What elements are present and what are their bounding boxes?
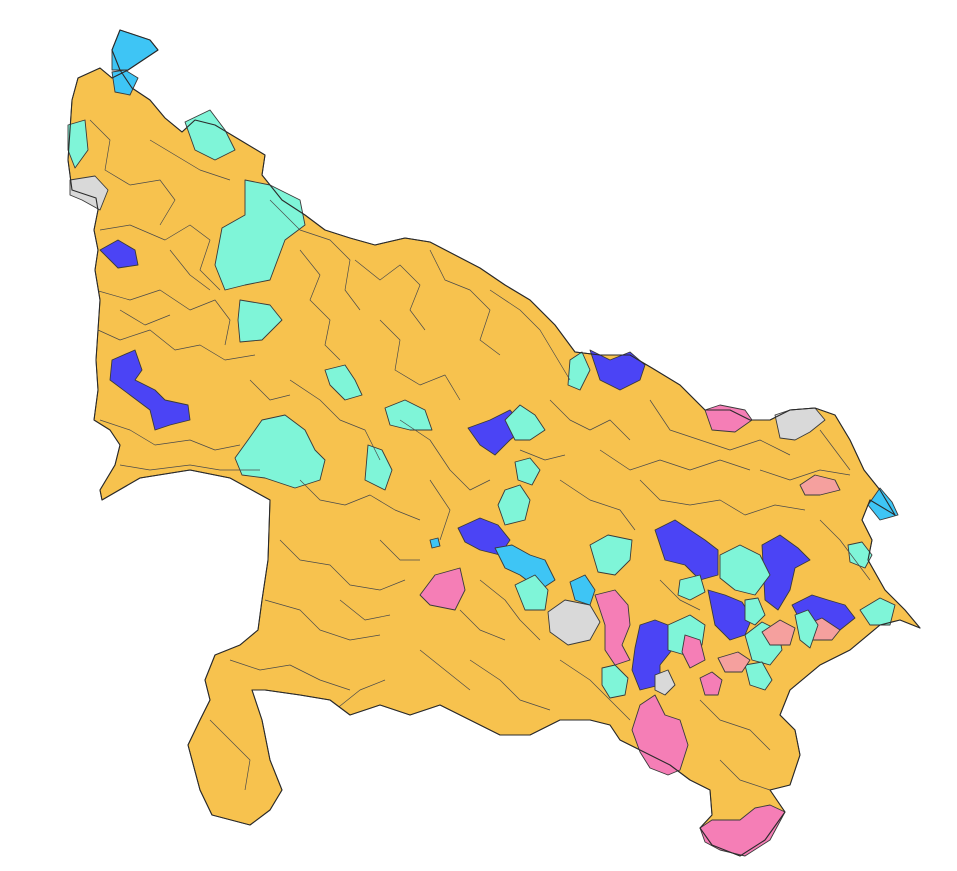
region-east-blue-1 — [654, 519, 719, 581]
district-boundary-28 — [469, 659, 551, 711]
district-boundary-41 — [659, 579, 701, 611]
district-boundary-8 — [354, 259, 426, 331]
district-boundary-25 — [759, 469, 851, 481]
district-boundary-21 — [599, 449, 751, 471]
district-boundary-3 — [97, 329, 256, 361]
district-boundary-31 — [479, 579, 541, 641]
district-boundary-17 — [209, 719, 251, 791]
district-boundary-20 — [549, 399, 631, 441]
district-boundary-6 — [269, 199, 361, 311]
region-pink-1 — [419, 567, 466, 611]
district-boundary-15 — [264, 599, 381, 641]
district-boundary-44 — [459, 609, 506, 641]
district-boundary-16 — [229, 659, 351, 691]
district-boundary-2 — [94, 289, 231, 346]
region-nw-grey — [69, 175, 109, 211]
district-boundary-32 — [699, 699, 771, 751]
region-east-sec-7 — [677, 574, 706, 601]
district-boundary-19 — [429, 479, 451, 541]
district-boundary-37 — [169, 249, 211, 291]
region-pink-2 — [594, 589, 631, 666]
district-boundary-36 — [149, 139, 231, 181]
region-mid-cyan — [494, 544, 556, 591]
region-pink-5 — [699, 671, 723, 696]
region-west-blue-2 — [109, 349, 191, 431]
district-boundary-18 — [399, 419, 491, 491]
region-cyan-2 — [569, 574, 596, 606]
region-sec-9 — [589, 534, 633, 576]
region-north-3 — [237, 299, 283, 343]
district-boundary-13 — [299, 479, 421, 521]
region-sec-8 — [514, 574, 549, 611]
region-small-cyan — [429, 537, 441, 549]
region-center-1 — [324, 364, 363, 401]
region-east-sec-4 — [794, 609, 819, 649]
district-boundary-39 — [249, 379, 291, 401]
district-boundary-35 — [334, 679, 386, 711]
region-center-2 — [384, 399, 433, 431]
region-top-blue — [589, 349, 646, 391]
region-south-pink — [631, 694, 689, 776]
region-east-sec-2 — [719, 544, 771, 596]
state-border — [67, 29, 921, 857]
district-boundary-4 — [99, 419, 241, 451]
district-boundary-14 — [279, 539, 406, 591]
region-east-sec-8 — [744, 597, 766, 626]
district-boundary-5 — [119, 464, 260, 471]
district-boundary-38 — [119, 309, 171, 326]
district-boundary-1 — [99, 224, 221, 291]
district-boundary-40 — [519, 449, 566, 461]
region-sec-10 — [601, 664, 629, 699]
district-boundary-26 — [819, 519, 871, 581]
district-boundary-30 — [379, 539, 420, 561]
region-top-sec — [567, 351, 591, 391]
region-pink-4 — [681, 634, 706, 669]
region-grey-2 — [547, 599, 601, 646]
district-boundary-24 — [559, 479, 636, 531]
region-east-sec-9 — [744, 661, 773, 691]
district-boundary-12 — [289, 379, 381, 461]
region-north-2 — [214, 179, 306, 291]
district-boundary-43 — [339, 599, 391, 621]
district-boundary-29 — [419, 649, 471, 691]
district-boundary-33 — [719, 759, 771, 791]
district-boundary-22 — [649, 399, 791, 456]
region-east-sec-5 — [859, 597, 896, 626]
region-grey-4 — [654, 669, 676, 696]
district-boundary-23 — [639, 479, 806, 516]
region-north-tip — [111, 29, 159, 71]
region-salmon-4 — [717, 651, 751, 673]
boundary-lines — [89, 119, 871, 791]
region-salmon-3 — [799, 474, 841, 496]
district-boundary-11 — [379, 319, 461, 401]
district-boundary-42 — [819, 429, 851, 471]
region-east-blue-3 — [707, 589, 753, 641]
region-north-1 — [184, 109, 236, 161]
region-east-blue-4 — [761, 534, 811, 611]
district-boundary-0 — [89, 119, 176, 226]
region-center-7 — [497, 484, 531, 526]
region-salmon-1 — [761, 619, 796, 646]
district-boundary-9 — [429, 249, 501, 356]
district-boundary-10 — [489, 289, 571, 381]
region-center-5 — [504, 404, 546, 441]
region-west-blue-1 — [99, 239, 139, 269]
region-north-tip-2 — [111, 69, 139, 96]
region-center-4 — [364, 444, 393, 491]
district-boundary-7 — [299, 249, 341, 361]
region-nw-1 — [67, 119, 89, 169]
region-center-6 — [514, 457, 541, 486]
district-boundary-27 — [559, 659, 631, 721]
